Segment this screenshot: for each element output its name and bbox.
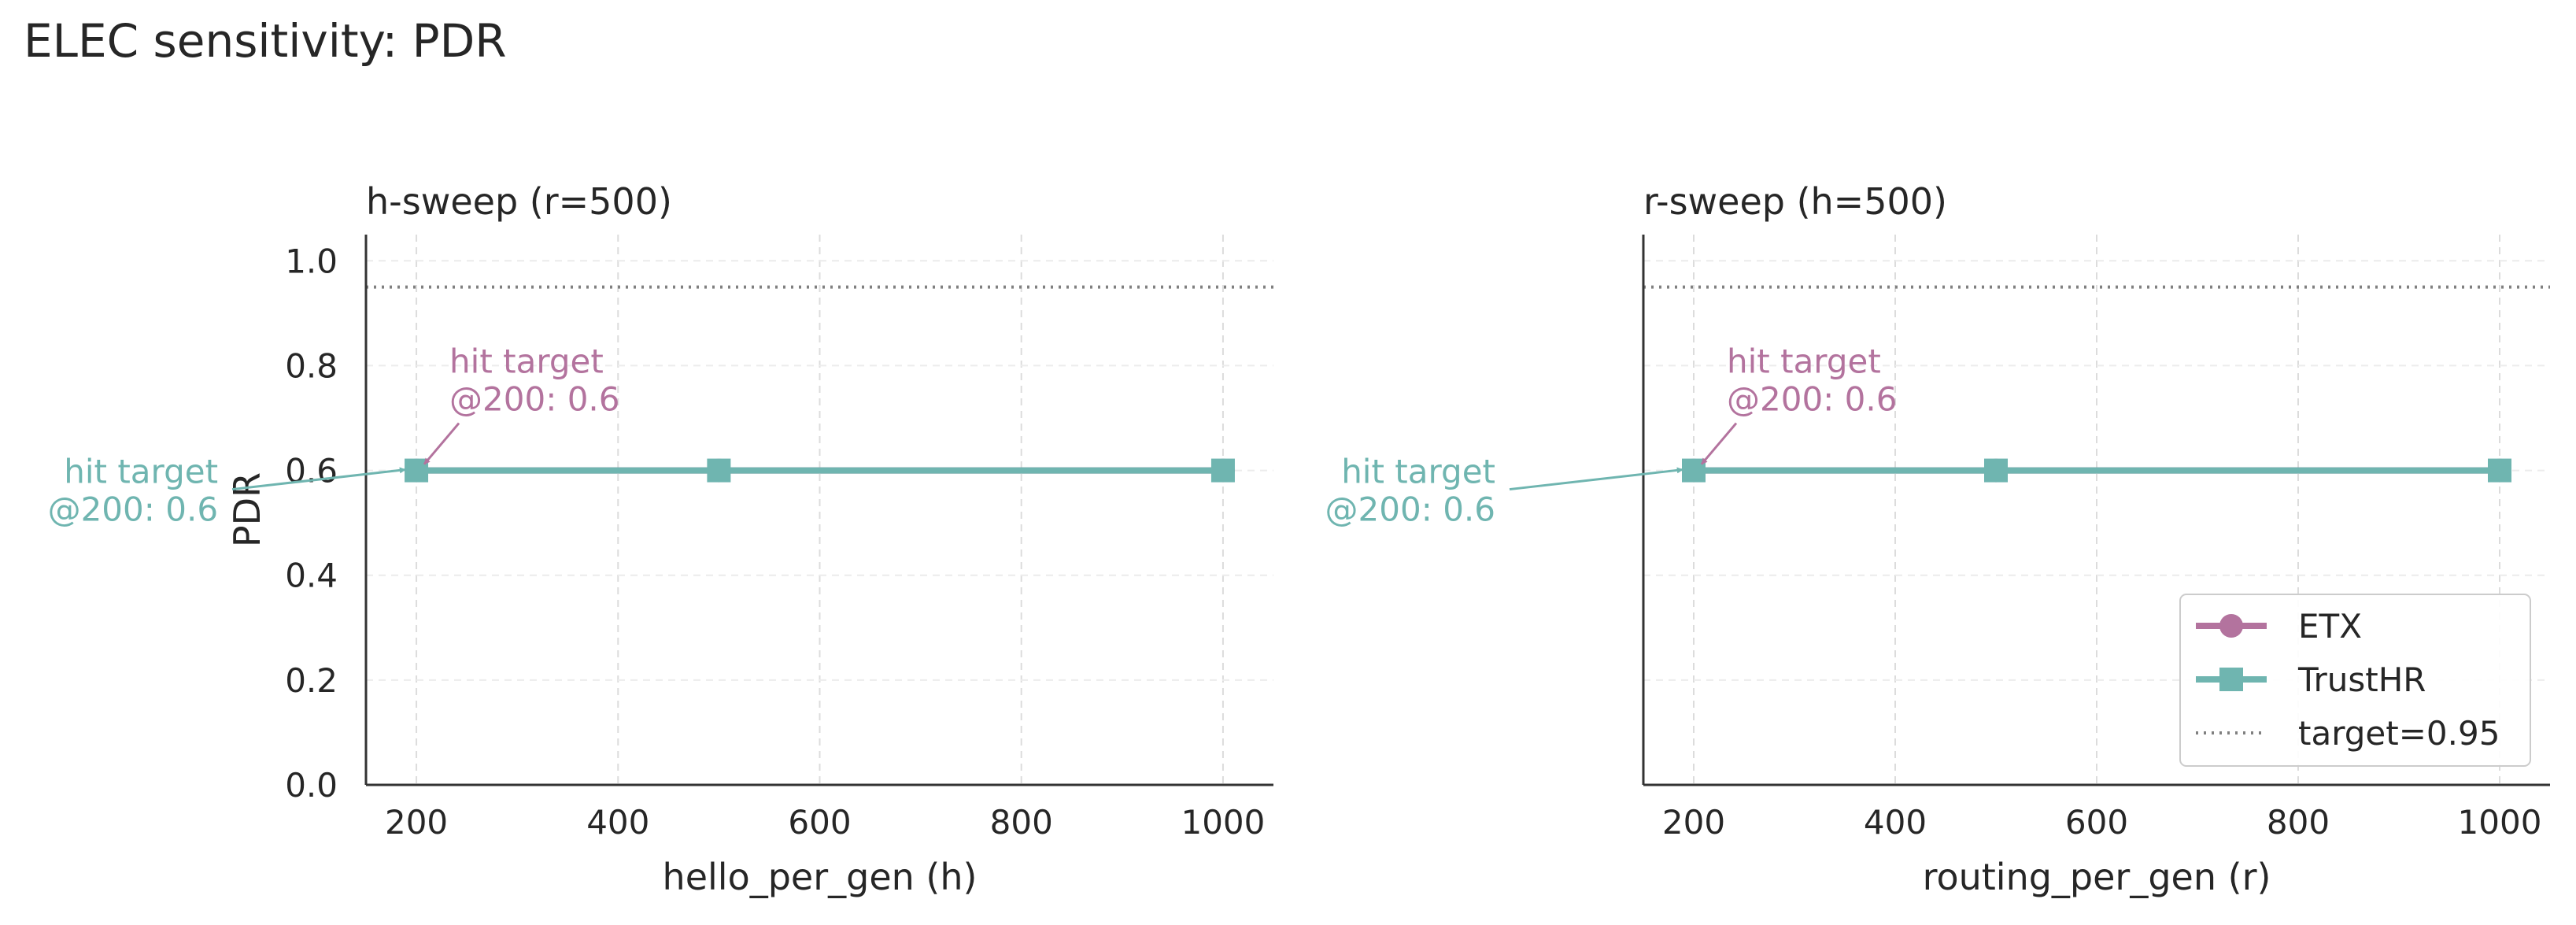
x-tick-label: 600	[2065, 803, 2128, 842]
y-tick-label: 0.6	[285, 452, 338, 490]
legend-label: ETX	[2298, 607, 2362, 646]
y-tick-label: 1.0	[285, 242, 338, 280]
y-axis-label: PDR	[226, 472, 268, 547]
panel-title: h-sweep (r=500)	[366, 180, 672, 223]
legend: ETX TrustHR target=0.95	[2179, 594, 2531, 767]
y-tick-label: 0.4	[285, 557, 338, 595]
annotation-line2: @200: 0.6	[449, 380, 619, 419]
x-tick-label: 200	[1662, 803, 1725, 842]
x-tick-label: 800	[990, 803, 1053, 842]
annotation-arrow-etx	[1700, 422, 1738, 465]
annotation-line1: hit target	[64, 453, 218, 491]
x-tick-label: 1000	[1181, 803, 1265, 842]
data-point-trusthr	[1210, 458, 1235, 483]
legend-label: TrustHR	[2297, 660, 2426, 699]
panel-title: r-sweep (h=500)	[1643, 180, 1947, 223]
x-tick-label: 400	[1864, 803, 1927, 842]
h-sweep-panel: 200 400 600 800 1000 0.0 0.2 0.4 0.6 0.8 1.0 h-swee…	[48, 180, 1273, 898]
annotation-arrow-trusthr	[1509, 467, 1683, 491]
annotation-etx: hit target @200: 0.6	[449, 342, 619, 419]
annotation-line1: hit target	[1341, 453, 1495, 491]
annotation-arrow-etx	[423, 422, 460, 465]
legend-marker-etx	[2219, 614, 2243, 638]
x-tick-label: 200	[385, 803, 448, 842]
data-point-trusthr	[1984, 458, 2008, 483]
annotation-line1: hit target	[449, 342, 604, 381]
x-tick-label: 800	[2267, 803, 2330, 842]
annotation-etx: hit target @200: 0.6	[1727, 342, 1897, 419]
annotation-trusthr: hit target @200: 0.6	[1325, 453, 1495, 529]
annotation-line2: @200: 0.6	[1727, 380, 1897, 419]
y-tick-label: 0.2	[285, 661, 338, 700]
annotation-arrow-trusthr	[231, 467, 406, 491]
legend-label: target=0.95	[2298, 714, 2500, 753]
x-tick-label: 1000	[2458, 803, 2542, 842]
x-axis-label: hello_per_gen (h)	[663, 856, 978, 898]
data-point-trusthr	[707, 458, 731, 483]
y-tick-label: 0.0	[285, 766, 338, 805]
figure-title: ELEC sensitivity: PDR	[24, 14, 507, 68]
annotation-line1: hit target	[1727, 342, 1881, 381]
x-axis-label: routing_per_gen (r)	[1923, 856, 2271, 898]
y-tick-label: 0.8	[285, 346, 338, 385]
annotation-line2: @200: 0.6	[48, 490, 218, 529]
data-point-trusthr	[2488, 458, 2511, 483]
x-tick-label: 400	[586, 803, 649, 842]
annotation-line2: @200: 0.6	[1325, 490, 1495, 529]
annotation-trusthr: hit target @200: 0.6	[48, 453, 218, 529]
legend-marker-trusthr	[2219, 668, 2243, 691]
legend-box	[2179, 594, 2531, 767]
r-sweep-panel: 200 400 600 800 1000 r-sweep (h=500) routing_p…	[1325, 180, 2550, 898]
x-tick-label: 600	[788, 803, 851, 842]
